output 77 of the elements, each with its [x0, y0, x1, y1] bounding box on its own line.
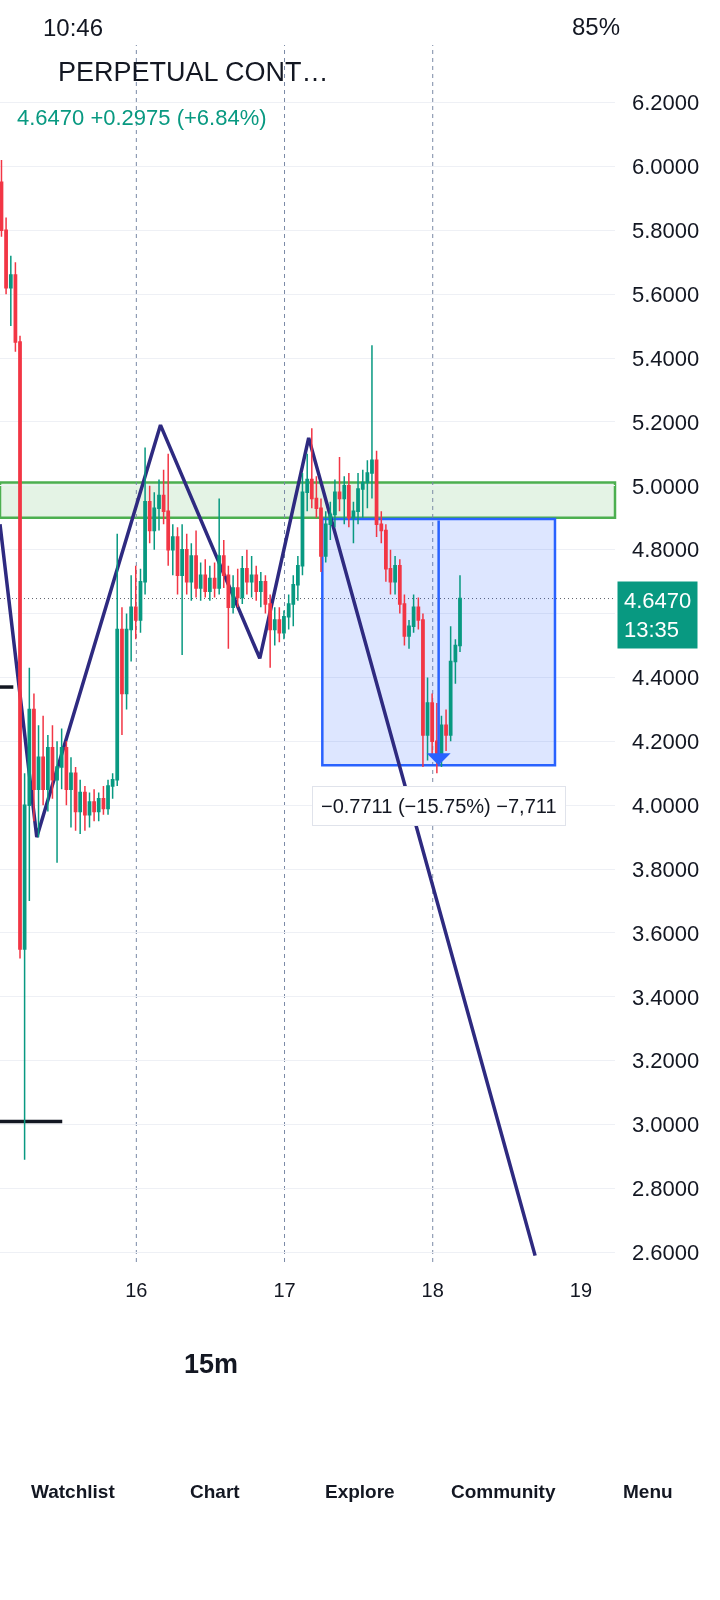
text: Community [451, 1481, 556, 1502]
candlestick [444, 708, 448, 752]
candlestick [184, 532, 189, 596]
y-tick-label: 3.6000 [632, 920, 700, 946]
y-tick-label: 3.2000 [632, 1048, 700, 1074]
candlestick [180, 523, 184, 656]
x-tick-label: 18 [421, 1279, 444, 1301]
y-tick-label: 3.4000 [632, 984, 700, 1010]
candlestick [147, 485, 152, 545]
candlestick [92, 788, 96, 822]
y-tick-label: 4.8000 [632, 537, 700, 563]
text: Chart [190, 1481, 241, 1502]
candlestick [69, 756, 73, 829]
candlestick [198, 561, 203, 602]
candlestick [342, 475, 347, 525]
y-tick-label: 3.0000 [632, 1112, 700, 1138]
candlestick [120, 606, 124, 736]
candlestick [189, 542, 194, 602]
y-tick-label: 4.2000 [632, 729, 700, 755]
candlestick [194, 529, 198, 599]
candlestick [258, 571, 263, 608]
candlestick [277, 606, 282, 644]
candlestick [346, 472, 351, 529]
y-tick-label: 5.2000 [632, 409, 700, 435]
candlestick [133, 564, 138, 640]
ref-line-label: 4.6470 13:35 [624, 588, 692, 642]
candlestick [249, 555, 254, 599]
candlestick [337, 456, 342, 513]
candlestick [203, 558, 208, 599]
candlestick [78, 778, 83, 835]
candlestick [217, 497, 222, 596]
candlestick [170, 523, 175, 576]
candlestick [245, 548, 249, 596]
data-label: −0.7711 (−15.75%) −7,711 [321, 795, 557, 817]
candlestick [41, 715, 45, 806]
candlestick [83, 785, 87, 832]
candlestick [36, 724, 41, 838]
candlestick [32, 692, 36, 822]
candlestick [45, 734, 50, 813]
candlestick [96, 791, 101, 822]
candlestick [231, 574, 235, 615]
candlestick [87, 791, 92, 829]
y-tick-label: 6.2000 [632, 90, 700, 116]
text: 4.6470 +0.2975 (+6.84%) [17, 105, 267, 130]
text: 85% [572, 13, 621, 40]
text: 10:46 [43, 14, 104, 41]
x-tick-label: 17 [273, 1279, 296, 1301]
candlestick [50, 724, 55, 800]
text: PERPETUAL CONT… [58, 57, 329, 88]
candlestick [212, 561, 217, 599]
candlestick [101, 785, 106, 816]
text: Watchlist [31, 1481, 116, 1502]
candlestick [8, 255, 13, 327]
candlestick [166, 453, 171, 567]
y-tick-label: 6.0000 [632, 154, 700, 180]
candlestick [235, 568, 240, 608]
candlestick [240, 555, 245, 605]
y-tick-label: 5.8000 [632, 217, 700, 243]
y-tick-label: 2.6000 [632, 1240, 700, 1266]
text: Explore [325, 1481, 395, 1502]
y-tick-label: 2.8000 [632, 1176, 700, 1202]
x-tick-label: 16 [125, 1279, 148, 1301]
x-tick-label: 19 [569, 1279, 593, 1301]
y-tick-label: 5.4000 [632, 345, 700, 371]
candlestick [448, 625, 453, 743]
y-tick-label: 3.8000 [632, 856, 700, 882]
candlestick [393, 555, 397, 596]
y-tick-label: 4.0000 [632, 792, 700, 818]
y-tick-label: 5.0000 [632, 473, 700, 499]
y-tick-label: 5.6000 [632, 281, 700, 307]
candlestick [254, 564, 259, 602]
y-tick-label: 4.4000 [632, 665, 700, 691]
candlestick [207, 564, 212, 602]
candlestick [272, 606, 277, 647]
candlestick [425, 676, 430, 762]
text: 15m [184, 1349, 239, 1379]
text: Menu [623, 1481, 673, 1502]
